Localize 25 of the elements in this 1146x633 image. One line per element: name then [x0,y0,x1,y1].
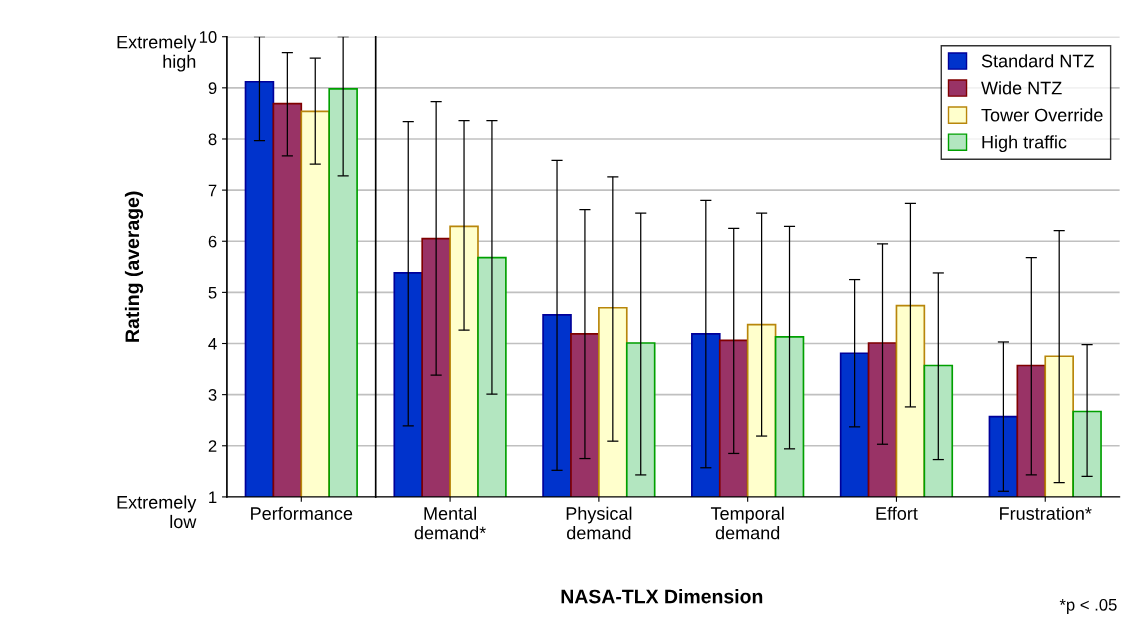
y-axis-title: Rating (average) [124,191,144,342]
y-tick-label: 9 [208,82,217,95]
y-tick-label: 4 [208,338,217,350]
x-tick-label: Performance [251,506,353,520]
legend-label: Wide NTZ [981,81,1062,95]
x-axis-title: NASA-TLX Dimension [561,589,763,604]
x-tick-label: Frustration* [1000,506,1092,520]
text: Extremely high [117,35,197,72]
legend-label: Standard NTZ [981,54,1094,68]
legend-label: High traffic [982,135,1067,153]
y-tick-label: 5 [208,286,217,299]
y-tick-label: 7 [208,184,217,197]
legend-label: Tower Override [981,108,1103,122]
text: Extremely low [117,495,197,529]
x-tick-label: Mental demand* [414,506,486,540]
y-tick-label: 3 [208,389,217,401]
y-tick-label: 1 [209,491,217,503]
y-tick-label: 10 [199,31,217,43]
y-tick-label: 8 [208,133,217,146]
y-tick-label: 6 [208,235,217,248]
x-tick-label: Temporal demand [710,506,784,540]
text: *p < .05 [1059,598,1117,615]
y-tick-label: 2 [208,440,217,452]
x-tick-label: Physical demand [566,506,632,540]
x-tick-label: Effort [876,506,918,520]
